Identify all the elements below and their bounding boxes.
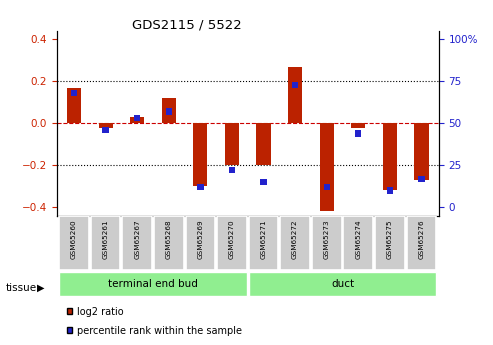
Text: duct: duct — [331, 279, 354, 289]
Bar — [355, 130, 361, 137]
Text: GSM65272: GSM65272 — [292, 219, 298, 259]
FancyBboxPatch shape — [407, 216, 436, 270]
Text: GSM65269: GSM65269 — [197, 219, 204, 259]
Text: tissue: tissue — [6, 283, 37, 293]
Bar — [229, 167, 235, 174]
Text: GSM65268: GSM65268 — [166, 219, 172, 259]
Bar — [256, 124, 271, 165]
FancyBboxPatch shape — [185, 216, 215, 270]
Bar — [387, 187, 393, 194]
Bar — [130, 117, 144, 124]
Text: log2 ratio: log2 ratio — [77, 307, 124, 317]
Text: GSM65276: GSM65276 — [419, 219, 424, 259]
Text: GSM65267: GSM65267 — [134, 219, 140, 259]
Text: GDS2115 / 5522: GDS2115 / 5522 — [133, 19, 242, 32]
Bar — [323, 184, 330, 190]
FancyBboxPatch shape — [154, 216, 183, 270]
Bar — [67, 88, 81, 124]
FancyBboxPatch shape — [344, 216, 373, 270]
Bar — [383, 124, 397, 190]
Text: GSM65271: GSM65271 — [260, 219, 267, 259]
FancyBboxPatch shape — [59, 272, 247, 296]
Bar — [260, 179, 267, 185]
Bar — [193, 124, 208, 186]
FancyBboxPatch shape — [59, 216, 89, 270]
Bar — [166, 108, 172, 115]
FancyBboxPatch shape — [375, 216, 405, 270]
Bar — [292, 82, 298, 88]
FancyBboxPatch shape — [217, 216, 247, 270]
FancyBboxPatch shape — [248, 216, 279, 270]
Bar — [414, 124, 428, 180]
Bar — [103, 127, 109, 133]
Bar — [71, 90, 77, 96]
Text: GSM65261: GSM65261 — [103, 219, 108, 259]
Bar — [162, 98, 176, 124]
FancyBboxPatch shape — [248, 272, 436, 296]
Bar — [99, 124, 113, 128]
Text: GSM65275: GSM65275 — [387, 219, 393, 259]
FancyBboxPatch shape — [312, 216, 342, 270]
Bar — [288, 67, 302, 124]
Bar — [351, 124, 365, 128]
Bar — [418, 176, 424, 182]
Text: GSM65273: GSM65273 — [324, 219, 330, 259]
Text: GSM65270: GSM65270 — [229, 219, 235, 259]
Text: GSM65260: GSM65260 — [71, 219, 77, 259]
Bar — [197, 184, 204, 190]
Text: terminal end bud: terminal end bud — [108, 279, 198, 289]
FancyBboxPatch shape — [122, 216, 152, 270]
Bar — [225, 124, 239, 165]
Text: ▶: ▶ — [36, 283, 44, 293]
Text: percentile rank within the sample: percentile rank within the sample — [77, 326, 243, 336]
Text: GSM65274: GSM65274 — [355, 219, 361, 259]
Bar — [134, 115, 141, 121]
Bar — [319, 124, 334, 211]
FancyBboxPatch shape — [91, 216, 120, 270]
FancyBboxPatch shape — [280, 216, 310, 270]
